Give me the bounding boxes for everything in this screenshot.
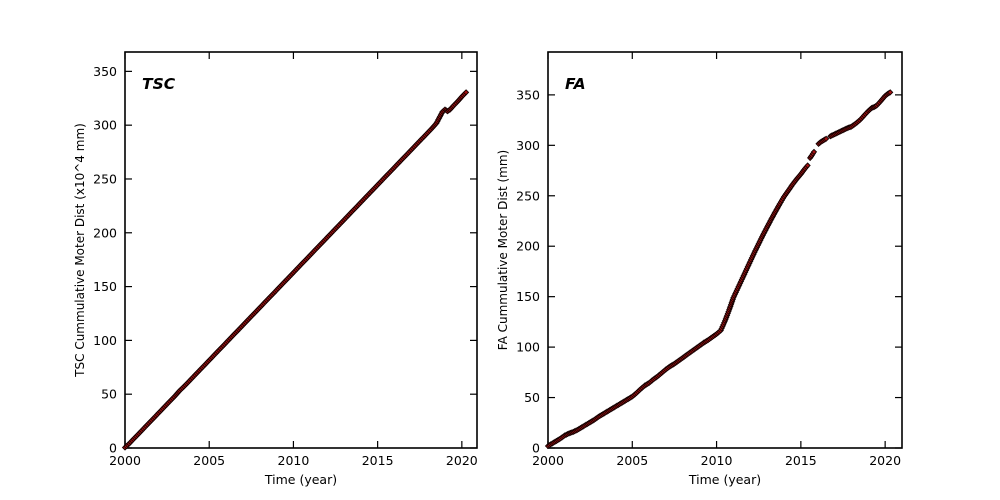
series-fa	[544, 89, 894, 450]
y-tick-label: 150	[516, 289, 540, 304]
y-tick-label: 100	[93, 333, 117, 348]
y-tick-label: 100	[516, 340, 540, 355]
x-axis-label: Time (year)	[264, 472, 337, 487]
x-tick-label: 2005	[616, 453, 648, 468]
x-tick-label: 2015	[785, 453, 817, 468]
y-tick-label: 50	[101, 387, 117, 402]
y-tick-label: 200	[93, 225, 117, 240]
panel-annotation: FA	[565, 75, 586, 93]
y-tick-label: 250	[516, 188, 540, 203]
x-tick-label: 2015	[362, 453, 394, 468]
x-axis-label: Time (year)	[688, 472, 761, 487]
data-marker	[823, 135, 830, 142]
y-tick-label: 200	[516, 239, 540, 254]
x-tick-label: 2000	[532, 453, 564, 468]
y-tick-label: 50	[524, 390, 540, 405]
y-tick-label: 300	[93, 118, 117, 133]
x-tick-label: 2010	[701, 453, 733, 468]
y-tick-label: 300	[516, 138, 540, 153]
y-tick-label: 250	[93, 171, 117, 186]
data-marker	[810, 148, 818, 156]
y-tick-label: 350	[93, 64, 117, 79]
y-tick-label: 350	[516, 87, 540, 102]
y-axis-label: FA Cummulative Moter Dist (mm)	[496, 150, 510, 350]
y-tick-label: 0	[532, 441, 540, 456]
x-tick-label: 2020	[869, 453, 901, 468]
data-marker	[462, 89, 470, 96]
x-tick-label: 2020	[446, 453, 478, 468]
x-tick-label: 2005	[193, 453, 225, 468]
series-tsc	[121, 89, 470, 451]
data-marker	[804, 162, 811, 169]
chart-panel-fa: 2000 2005 2010 2015 2020 0 50 100 150 200 250 300 35…	[496, 51, 903, 487]
y-tick-label: 0	[109, 441, 117, 456]
chart-panel-tsc: 2000 2005 2010 2015 2020 0 50 100 150 200 250 300 35…	[73, 51, 478, 487]
panel-annotation: TSC	[142, 75, 176, 93]
y-tick-label: 150	[93, 279, 117, 294]
data-marker	[887, 89, 894, 96]
y-axis-label: TSC Cummulative Moter Dist (x10^4 mm)	[73, 123, 87, 378]
x-tick-label: 2010	[278, 453, 310, 468]
x-tick-label: 2000	[109, 453, 141, 468]
axes-spines	[124, 51, 478, 449]
axes-spines	[547, 51, 903, 449]
